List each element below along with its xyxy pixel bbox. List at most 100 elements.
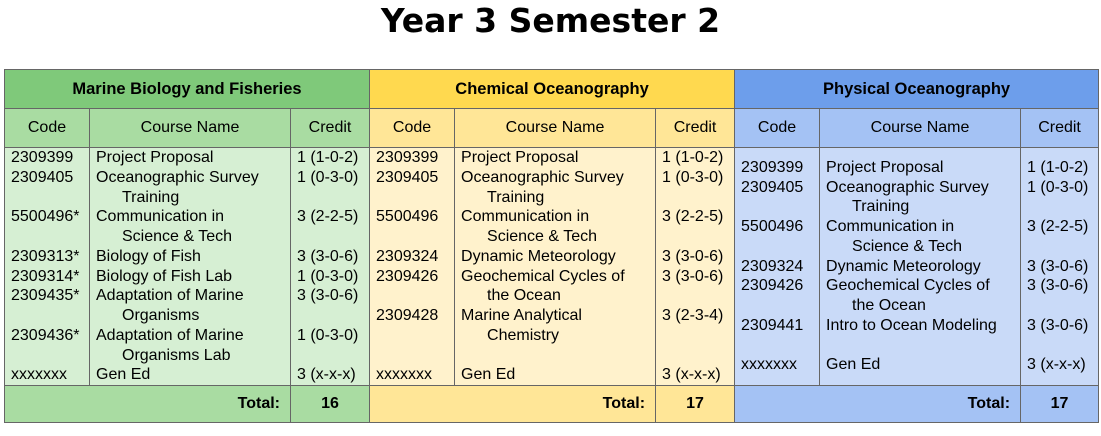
line-spacer (741, 296, 813, 316)
column-header-code: Code (4, 108, 90, 148)
course-credits-cell: 1 (1-0-2) 1 (0-3-0) 3 (2-2-5) 3 (3-0-6) 3 (3… (655, 147, 736, 386)
total-label: Total: (4, 385, 291, 423)
line-spacer (662, 188, 728, 208)
course-name: Dynamic Meteorology (461, 247, 616, 265)
line-spacer (297, 346, 363, 366)
course-name: Adaptation of Marine (96, 326, 244, 344)
line-spacer (1027, 197, 1092, 217)
line-spacer (376, 286, 448, 306)
course-name: Adaptation of Marine (96, 287, 244, 305)
course-name: Training (852, 198, 910, 216)
line-spacer (11, 306, 83, 326)
course-credit: 3 (2-2-5) (662, 208, 724, 226)
line-spacer (1027, 296, 1092, 316)
course-code: 2309426 (376, 267, 439, 285)
course-code: xxxxxxx (376, 366, 433, 384)
course-name: Organisms Lab (122, 346, 231, 364)
course-name: Communication in (96, 208, 225, 226)
course-code: 2309426 (741, 277, 804, 295)
course-code: 2309405 (741, 178, 804, 196)
course-code: 2309324 (376, 247, 439, 265)
course-credit: 3 (3-0-6) (1027, 316, 1089, 334)
line-spacer (11, 346, 83, 366)
column-header-course-name: Course Name (819, 108, 1022, 148)
program-header-chemical-oceanography: Chemical Oceanography (369, 69, 736, 109)
course-credit: 1 (0-3-0) (297, 267, 359, 285)
course-name: Biology of Fish Lab (96, 267, 233, 285)
course-credit: 3 (x-x-x) (662, 366, 721, 384)
total-credits-marine-biology: 16 (289, 385, 371, 423)
course-code: 5500496* (11, 208, 80, 226)
program-header-row: Marine Biology and Fisheries Chemical Oc… (3, 69, 1100, 109)
line-spacer (741, 197, 813, 217)
course-names-cell: Project Proposal Oceanographic Survey Trai… (819, 147, 1022, 386)
course-credit: 3 (2-3-4) (662, 307, 724, 324)
course-name: Oceanographic Survey (96, 168, 259, 186)
course-codes-cell: 2309399 2309405 5500496 2309324 2309426 23094… (734, 147, 821, 386)
course-name: Communication in (461, 208, 590, 226)
course-credit: 3 (2-2-5) (1027, 218, 1089, 236)
course-credits-cell: 1 (1-0-2) 1 (0-3-0) 3 (2-2-5) 3 (3-0-6) 3 (3… (1020, 147, 1100, 386)
course-name: Oceanographic Survey (461, 168, 624, 186)
course-name: Biology of Fish (96, 247, 201, 265)
course-name: Science & Tech (122, 228, 232, 245)
course-name: Project Proposal (96, 149, 214, 166)
course-code: 2309399 (376, 149, 439, 166)
course-name: Intro to Ocean Modeling (826, 316, 997, 334)
column-header-code: Code (369, 108, 456, 148)
course-name: Project Proposal (826, 158, 944, 176)
line-spacer (297, 227, 363, 247)
program-header-marine-biology: Marine Biology and Fisheries (3, 69, 371, 109)
line-spacer (741, 237, 813, 257)
course-name: Chemistry (487, 326, 560, 344)
line-spacer (662, 326, 728, 346)
course-name: the Ocean (852, 297, 926, 315)
course-name: Training (487, 188, 545, 206)
column-header-course-name: Course Name (89, 108, 291, 148)
course-code: xxxxxxx (11, 366, 67, 384)
course-name: Dynamic Meteorology (826, 257, 981, 275)
column-header-credit: Credit (655, 108, 736, 148)
course-name: Training (122, 188, 180, 206)
column-header-credit: Credit (289, 108, 371, 148)
course-credit: 3 (3-0-6) (297, 247, 359, 265)
course-names-cell: Project Proposal Oceanographic Survey Trai… (454, 147, 657, 386)
line-spacer (662, 286, 728, 306)
course-name: Marine Analytical (461, 307, 582, 324)
course-code (741, 336, 813, 356)
course-name: Gen Ed (96, 366, 151, 384)
column-header-course-name: Course Name (454, 108, 657, 148)
course-name: Gen Ed (826, 356, 881, 374)
course-credit: 1 (1-0-2) (297, 149, 359, 166)
course-name: Geochemical Cycles of (461, 267, 625, 285)
course-codes-cell: 2309399 2309405 5500496* 2309313* 2309314* 23… (4, 147, 90, 386)
line-spacer (297, 306, 363, 326)
course-credit: 3 (3-0-6) (662, 247, 724, 265)
course-code: 2309399 (741, 158, 804, 176)
course-code: 2309441 (741, 316, 804, 334)
course-name (461, 346, 649, 366)
course-credit: 1 (0-3-0) (662, 168, 724, 186)
course-code: 2309314* (11, 267, 80, 285)
course-credit: 1 (0-3-0) (1027, 178, 1089, 196)
course-name: Project Proposal (461, 149, 579, 166)
page-title: Year 3 Semester 2 (380, 1, 721, 40)
line-spacer (376, 326, 448, 346)
course-code: 2309399 (11, 149, 74, 166)
course-credit: 1 (0-3-0) (297, 326, 359, 344)
course-credit: 3 (3-0-6) (297, 287, 359, 305)
line-spacer (11, 188, 83, 208)
course-name: Oceanographic Survey (826, 178, 989, 196)
column-header-row: Code Course Name Credit Code Course Name… (4, 108, 1100, 148)
course-name: Communication in (826, 218, 955, 236)
line-spacer (376, 188, 448, 208)
course-code: 2309324 (741, 257, 804, 275)
line-spacer (11, 227, 83, 247)
course-name (826, 336, 1014, 356)
program-header-physical-oceanography: Physical Oceanography (734, 69, 1100, 109)
line-spacer (297, 188, 363, 208)
course-credit (1027, 336, 1092, 356)
course-code: 5500496 (376, 208, 439, 226)
course-credit: 1 (0-3-0) (297, 168, 359, 186)
course-names-cell: Project Proposal Oceanographic Survey Trai… (89, 147, 291, 386)
